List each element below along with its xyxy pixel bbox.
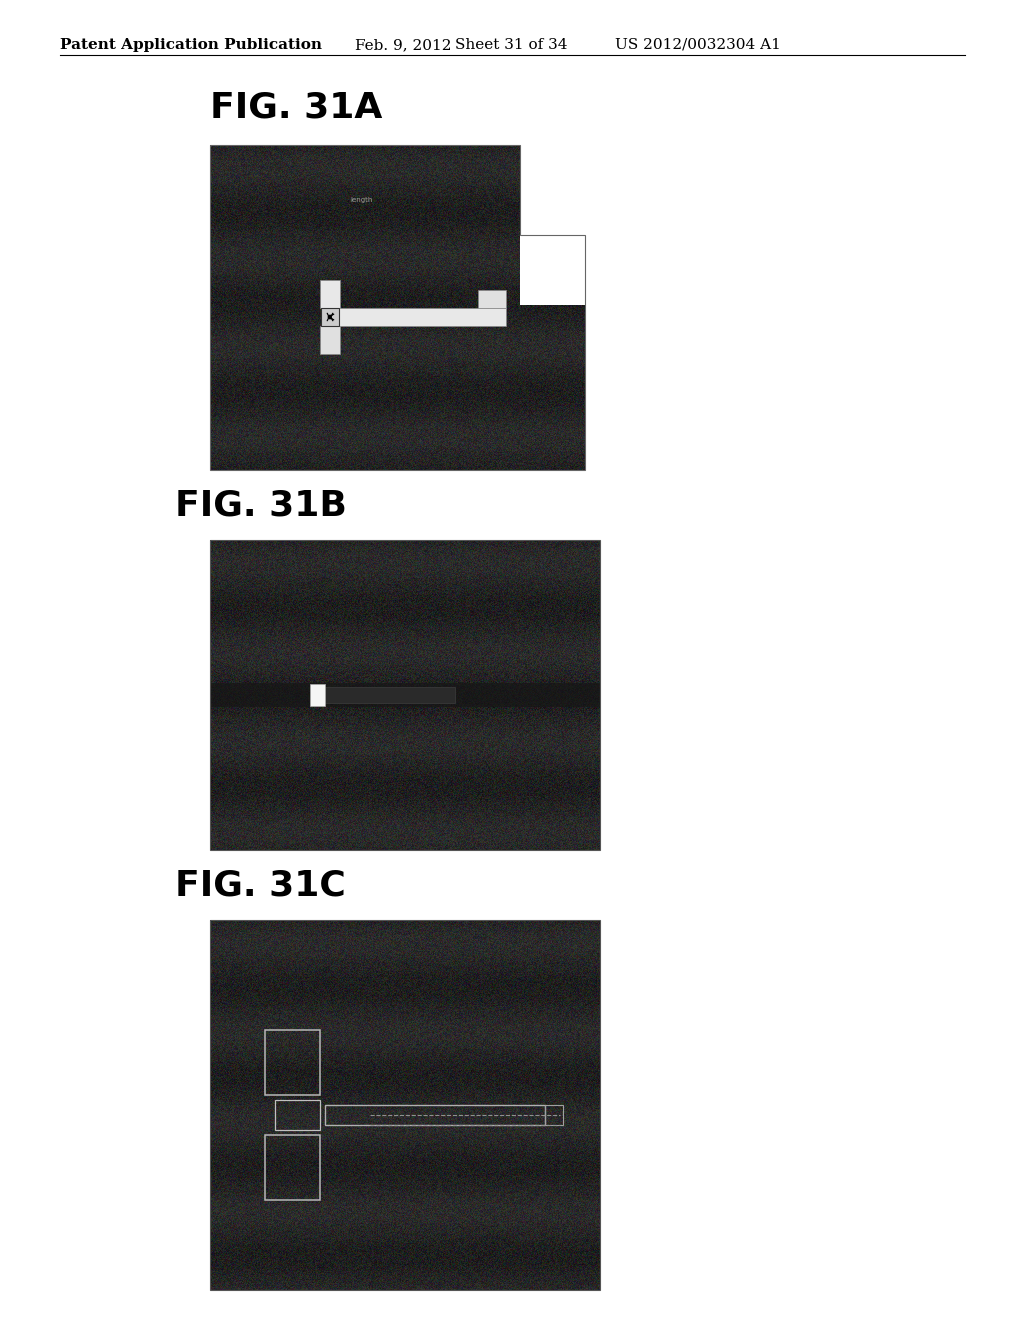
Text: US 2012/0032304 A1: US 2012/0032304 A1 xyxy=(615,38,781,51)
Bar xyxy=(265,1135,319,1200)
Bar xyxy=(319,280,340,308)
Text: Sheet 31 of 34: Sheet 31 of 34 xyxy=(455,38,567,51)
Text: Feb. 9, 2012: Feb. 9, 2012 xyxy=(355,38,452,51)
Bar xyxy=(265,1030,319,1096)
Bar xyxy=(321,308,506,326)
Text: length: length xyxy=(350,197,373,203)
Bar xyxy=(319,326,340,354)
Bar xyxy=(478,290,506,308)
Text: Patent Application Publication: Patent Application Publication xyxy=(60,38,322,51)
Bar xyxy=(210,540,600,850)
Text: FIG. 31A: FIG. 31A xyxy=(210,90,382,124)
Bar xyxy=(275,1100,319,1130)
Text: FIG. 31B: FIG. 31B xyxy=(175,488,347,521)
Bar xyxy=(325,1105,545,1125)
Bar xyxy=(325,686,455,704)
Text: FIG. 31C: FIG. 31C xyxy=(175,869,346,902)
Bar xyxy=(520,145,590,235)
Bar xyxy=(321,308,339,326)
Bar xyxy=(310,684,325,706)
Bar xyxy=(545,1105,563,1125)
Bar xyxy=(520,235,590,305)
Bar xyxy=(210,920,600,1290)
